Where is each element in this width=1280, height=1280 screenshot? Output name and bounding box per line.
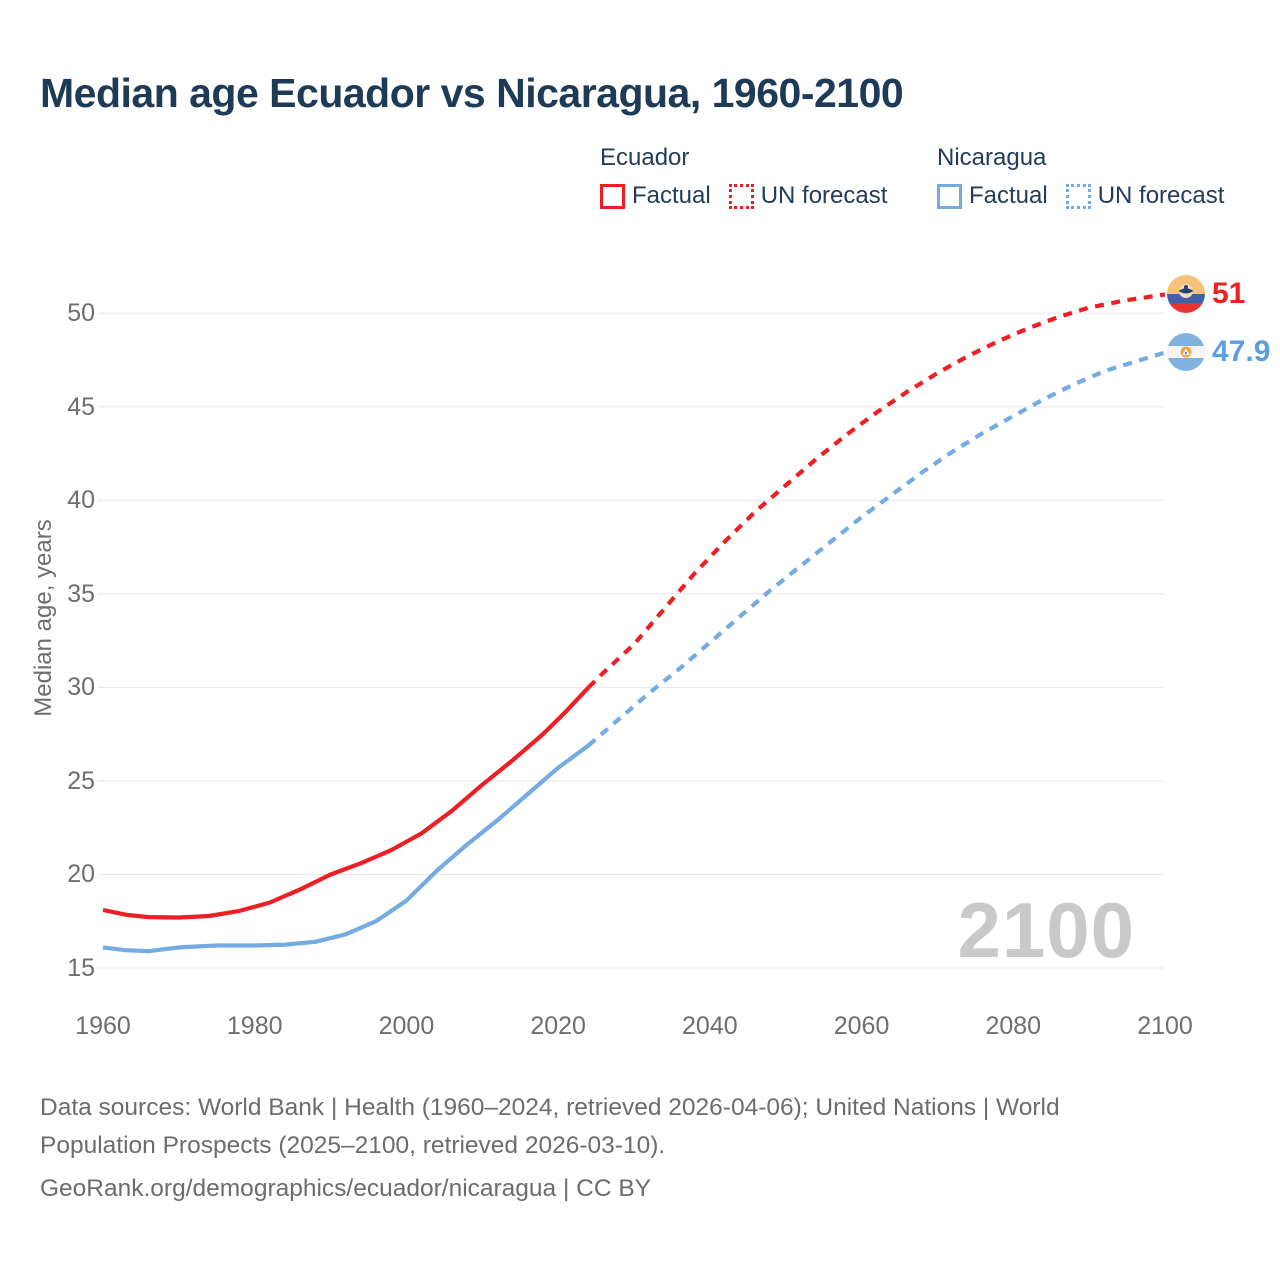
page-title: Median age Ecuador vs Nicaragua, 1960-21… — [40, 70, 904, 116]
y-tick-25: 25 — [67, 766, 95, 795]
legend-country-ecuador: Ecuador — [600, 144, 690, 171]
x-tick-2100: 2100 — [1137, 1012, 1193, 1040]
y-tick-20: 20 — [67, 860, 95, 889]
x-tick-2000: 2000 — [378, 1012, 435, 1040]
y-tick-35: 35 — [67, 579, 95, 608]
y-tick-15: 15 — [67, 954, 95, 982]
x-tick-1980: 1980 — [226, 1012, 283, 1040]
legend-group-ecuador: Ecuador Factual UN forecast — [600, 144, 887, 210]
watermark-year: 2100 — [957, 886, 1135, 974]
data-sources-line-1: Data sources: World Bank | Health (1960–… — [40, 1094, 1060, 1121]
ecuador-end-value: 51 — [1212, 277, 1246, 311]
series-ecuador-factual — [102, 685, 591, 920]
nicaragua-end-value: 47.9 — [1212, 335, 1271, 369]
y-tick-45: 45 — [67, 392, 95, 421]
nicaragua-flag-icon — [1167, 333, 1205, 372]
attribution-line: GeoRank.org/demographics/ecuador/nicarag… — [40, 1175, 652, 1202]
nicaragua-factual-swatch-icon — [937, 183, 962, 209]
nicaragua-forecast-swatch-icon — [1065, 183, 1091, 209]
nicaragua-factual-label: Factual — [969, 182, 1048, 209]
y-tick-50: 50 — [67, 299, 95, 328]
y-tick-30: 30 — [67, 673, 95, 702]
nicaragua-end-marker: 47.9 — [1167, 333, 1271, 372]
series-nicaragua-un-forecast — [587, 350, 1166, 747]
ecuador-flag-icon — [1167, 275, 1205, 314]
data-sources-line-2: Population Prospects (2025–2100, retriev… — [40, 1132, 666, 1159]
x-tick-2080: 2080 — [985, 1012, 1042, 1040]
legend-country-nicaragua: Nicaragua — [937, 144, 1047, 171]
y-tick-40: 40 — [67, 486, 95, 515]
x-tick-2040: 2040 — [682, 1012, 738, 1040]
footer: Data sources: World Bank | Health (1960–… — [40, 1089, 1200, 1208]
series-ecuador-un-forecast — [587, 292, 1166, 689]
ecuador-factual-swatch-icon — [600, 183, 625, 209]
ecuador-factual-label: Factual — [632, 182, 711, 209]
nicaragua-forecast-label: UN forecast — [1097, 182, 1225, 209]
ecuador-forecast-label: UN forecast — [760, 182, 888, 209]
x-tick-1960: 1960 — [75, 1012, 131, 1040]
ecuador-forecast-swatch-icon — [728, 183, 754, 209]
ecuador-end-marker: 51 — [1167, 275, 1246, 314]
series-nicaragua-factual — [102, 743, 590, 954]
legend-row-nicaragua: Factual UN forecast — [937, 182, 1224, 210]
legend-row-ecuador: Factual UN forecast — [600, 182, 887, 210]
x-tick-2060: 2060 — [833, 1012, 890, 1040]
legend-group-nicaragua: Nicaragua Factual UN forecast — [937, 144, 1224, 210]
x-tick-2020: 2020 — [530, 1012, 586, 1040]
